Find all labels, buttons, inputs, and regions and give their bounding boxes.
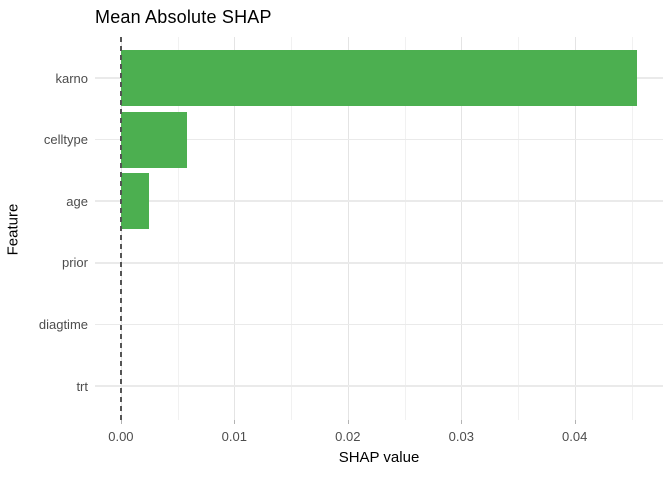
- y-axis-title: Feature: [4, 203, 22, 256]
- x-tick-label: 0.02: [335, 429, 361, 444]
- y-tick-label: diagtime: [38, 316, 88, 332]
- major-gridline: [234, 37, 236, 420]
- x-axis-tick: [461, 420, 463, 424]
- y-tick-label: celltype: [43, 132, 88, 148]
- x-tick-label: 0.00: [108, 429, 134, 444]
- y-tick-label: trt: [76, 378, 88, 394]
- bar-celltype: [120, 111, 187, 168]
- x-axis-tick: [574, 420, 576, 424]
- y-tick-label: age: [66, 193, 88, 209]
- x-tick-label: 0.03: [448, 429, 474, 444]
- major-gridline: [574, 37, 576, 420]
- x-axis-tick: [120, 420, 122, 424]
- minor-gridline: [177, 37, 179, 420]
- chart-title: Mean Absolute SHAP: [95, 7, 272, 27]
- bar-karno: [120, 50, 638, 106]
- horizontal-gridline: [95, 385, 663, 387]
- x-tick-label: 0.01: [221, 429, 247, 444]
- zero-reference-line: [120, 37, 122, 420]
- plot-panel: [95, 37, 663, 424]
- major-gridline: [461, 37, 463, 420]
- x-tick-label: 0.04: [562, 429, 588, 444]
- x-axis-tick: [234, 420, 236, 424]
- major-gridline: [347, 37, 349, 420]
- horizontal-gridline: [95, 200, 663, 202]
- y-tick-label: prior: [61, 255, 88, 271]
- minor-gridline: [631, 37, 633, 420]
- horizontal-gridline: [95, 323, 663, 326]
- minor-gridline: [291, 37, 293, 420]
- horizontal-gridline: [95, 262, 663, 264]
- minor-gridline: [404, 37, 406, 420]
- bar-age: [120, 173, 150, 230]
- y-tick-label: karno: [55, 70, 88, 86]
- minor-gridline: [518, 37, 519, 420]
- x-axis-tick: [347, 420, 349, 424]
- x-axis-title: SHAP value: [338, 449, 420, 466]
- horizontal-gridline: [95, 138, 663, 141]
